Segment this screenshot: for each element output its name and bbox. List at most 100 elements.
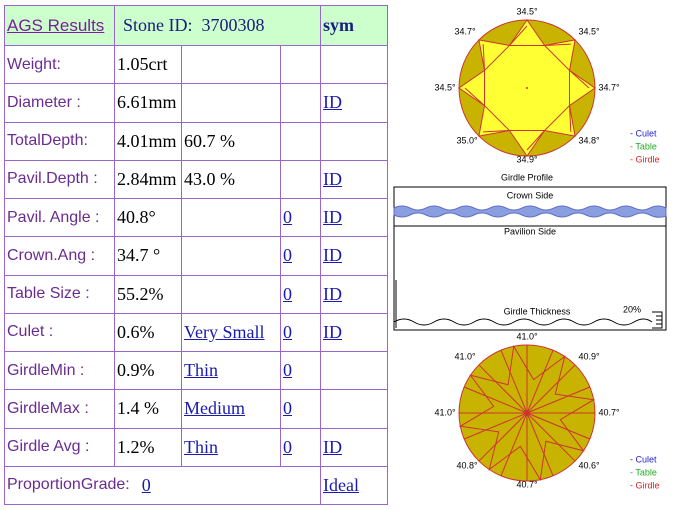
facet-line [526, 386, 591, 414]
facet-line [463, 412, 528, 440]
table-cell: AGS Results [4, 5, 115, 46]
crown-angle: 34.9° [516, 154, 538, 164]
crown-angle: 35.0° [456, 135, 478, 145]
girdle-band [393, 205, 667, 218]
facet-line [500, 349, 528, 414]
legend-entry: - Table [630, 467, 657, 477]
facet-line [478, 364, 528, 414]
table-cell: sym [320, 5, 388, 46]
facet-line [544, 43, 571, 47]
legend-entry: - Culet [630, 128, 657, 138]
pavilion-side: Pavilion Side [504, 226, 556, 236]
pavilion-angle: 41.0° [454, 351, 476, 361]
facet-line [526, 412, 576, 462]
sym-link[interactable]: ID [323, 321, 342, 342]
stone-id: Stone ID: 3700308 [123, 15, 265, 35]
legend-entry: - Girdle [630, 480, 660, 490]
row-value: 6.61mm [117, 92, 177, 113]
girdle-thickness: Girdle Thickness [504, 306, 571, 316]
sym-link[interactable]: ID [323, 92, 342, 113]
row-label: Culet : [7, 323, 54, 341]
row-value: 1.4 % [117, 398, 159, 419]
crown-angle: 34.7° [454, 26, 476, 36]
row-zero-link[interactable]: 0 [283, 321, 292, 342]
row-detail: 43.0 % [184, 168, 235, 189]
crown-angle: 34.5° [578, 26, 600, 36]
row-value: 2.84mm [117, 168, 177, 189]
sym-header: sym [323, 15, 354, 35]
row-zero-link[interactable]: 0 [283, 207, 292, 228]
row-zero-link[interactable]: 0 [283, 360, 292, 381]
facet-line [478, 412, 528, 462]
sym-link[interactable]: ID [323, 436, 342, 457]
row-label: Pavil.Depth : [7, 170, 98, 188]
scale-label: 20% [623, 304, 641, 314]
pavilion-angle: 40.9° [578, 351, 600, 361]
facet-line [464, 87, 485, 106]
pavilion-angle: 40.8° [456, 460, 478, 470]
table-cell: Stone ID: 3700308 [114, 5, 321, 46]
row-value: 34.7 ° [117, 245, 161, 266]
facet-line [526, 130, 545, 151]
row-value: 40.8° [117, 207, 156, 228]
girdle-profile: Crown Side Pavilion Side Girdle Thicknes… [393, 186, 667, 331]
sym-link[interactable]: Ideal [323, 474, 359, 495]
star [458, 344, 596, 482]
pavilion-angle: 40.6° [578, 460, 600, 470]
row-label: Girdle Avg : [7, 438, 90, 456]
row-label: TotalDepth: [7, 132, 88, 150]
row-zero-link[interactable]: 0 [283, 398, 292, 419]
row-detail-link[interactable]: Thin [184, 360, 218, 381]
row-zero-link[interactable]: 0 [283, 283, 292, 304]
facet-line [500, 412, 528, 477]
row-value: 0.9% [117, 360, 155, 381]
crown-angle: 34.8° [578, 135, 600, 145]
facet-line [483, 129, 510, 133]
row-label: GirdleMin : [7, 361, 85, 379]
scale-ticks [652, 311, 663, 329]
pavilion-angle: 41.0° [516, 331, 538, 341]
facet-line [569, 70, 590, 89]
facet-line [526, 412, 591, 440]
row-label: Diameter : [7, 93, 81, 111]
sym-link[interactable]: ID [323, 283, 342, 304]
row-zero-link[interactable]: 0 [283, 436, 292, 457]
row-value: 1.05crt [117, 54, 168, 75]
row-zero-link[interactable]: 0 [283, 245, 292, 266]
row-value: 4.01mm [117, 130, 177, 151]
facet-line [526, 412, 554, 477]
crown-angle: 34.5° [434, 82, 456, 92]
facet-line [463, 386, 528, 414]
row-label: Crown.Ang : [7, 246, 96, 264]
row-label: GirdleMax : [7, 399, 89, 417]
sym-link[interactable]: ID [323, 168, 342, 189]
row-detail-link[interactable]: Very Small [184, 321, 265, 342]
title-link[interactable]: AGS Results [7, 15, 105, 35]
row-label: ProportionGrade: [7, 476, 130, 494]
sym-link[interactable]: ID [323, 207, 342, 228]
row-label: Weight: [7, 55, 61, 73]
table-cell: Ideal [320, 465, 388, 505]
crown-angle: 34.5° [516, 6, 538, 16]
pavilion-diagram: 41.0° 41.0° 40.9° 41.0° 40.7° 40.8° 40.6° 40.7°… [434, 331, 659, 490]
crown-side: Crown Side [507, 190, 554, 200]
row-detail-link[interactable]: Thin [184, 436, 218, 457]
legend-entry: - Table [630, 141, 657, 151]
crown-diagram: 34.5° 34.7° 34.5° 34.5° 34.7° 35.0° 34.8° 34.9°… [434, 6, 659, 182]
facet-line [568, 105, 572, 132]
pavilion-angle: 40.7° [598, 407, 620, 417]
row-detail-link[interactable]: Medium [184, 398, 245, 419]
pavilion-angle: 41.0° [434, 407, 456, 417]
caption: Girdle Profile [501, 172, 553, 182]
legend-entry: - Culet [630, 454, 657, 464]
facet-line [526, 364, 576, 414]
legend-entry: - Girdle [630, 154, 660, 164]
pavilion-angle: 40.7° [516, 479, 538, 489]
grade-link[interactable]: 0 [141, 474, 151, 495]
row-value: 55.2% [117, 283, 164, 304]
row-detail: 60.7 % [184, 130, 235, 151]
sym-link[interactable]: ID [323, 245, 342, 266]
facet-line [526, 349, 554, 414]
